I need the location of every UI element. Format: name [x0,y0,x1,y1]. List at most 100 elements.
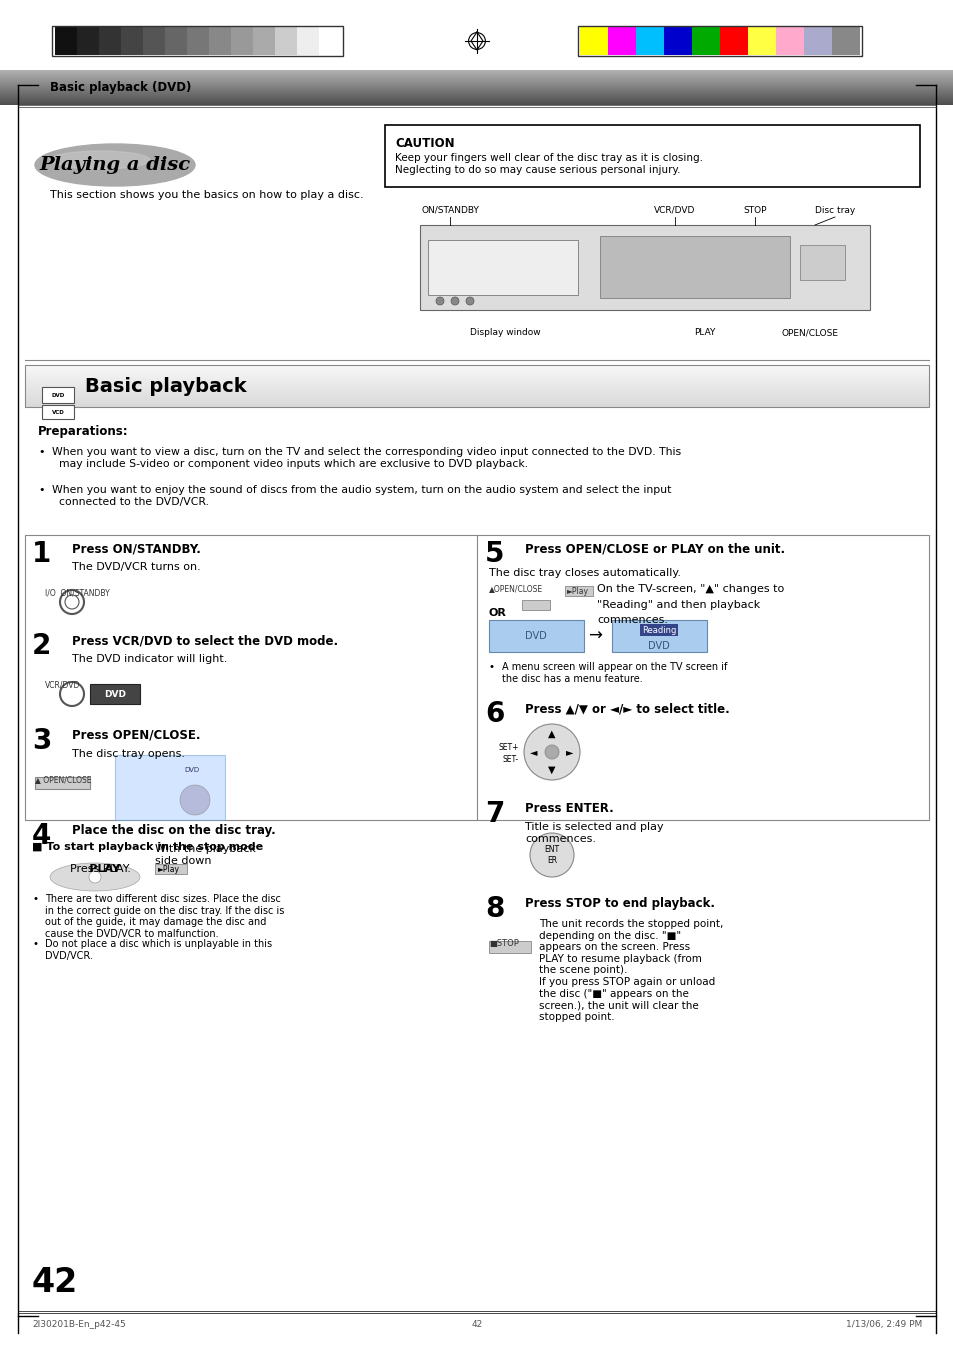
Text: 1/13/06, 2:49 PM: 1/13/06, 2:49 PM [845,1320,921,1329]
Text: •: • [32,939,38,948]
Bar [42,405,74,419]
Text: commences.: commences. [597,615,667,626]
Text: ▼: ▼ [548,765,556,775]
Bar [612,620,706,653]
FancyBboxPatch shape [55,27,77,55]
Bar [800,245,844,280]
Text: Reading: Reading [641,626,676,635]
Text: CAUTION: CAUTION [395,136,455,150]
Ellipse shape [50,863,140,892]
Text: A menu screen will appear on the TV screen if
the disc has a menu feature.: A menu screen will appear on the TV scre… [501,662,726,684]
Text: SET-: SET- [502,755,518,765]
Text: DVD: DVD [524,631,546,640]
Text: Keep your fingers well clear of the disc tray as it is closing.
Neglecting to do: Keep your fingers well clear of the disc… [395,153,702,174]
Text: The DVD indicator will light.: The DVD indicator will light. [71,654,227,663]
Text: ■STOP: ■STOP [489,939,518,948]
Bar [25,365,928,407]
Text: OR: OR [489,608,506,617]
Text: I/O  ON/STANDBY: I/O ON/STANDBY [45,588,110,597]
Text: Press ON/STANDBY.: Press ON/STANDBY. [71,542,201,555]
Text: ON/STANDBY: ON/STANDBY [420,205,478,215]
Text: ■ To start playback in the stop mode: ■ To start playback in the stop mode [32,842,263,852]
FancyBboxPatch shape [636,27,663,55]
FancyBboxPatch shape [99,27,121,55]
FancyBboxPatch shape [274,27,296,55]
FancyBboxPatch shape [77,27,99,55]
Circle shape [436,297,443,305]
Text: The disc tray opens.: The disc tray opens. [71,748,185,759]
Text: Press OPEN/CLOSE.: Press OPEN/CLOSE. [71,730,200,742]
Text: STOP: STOP [742,205,766,215]
Bar [599,236,789,299]
Text: 1: 1 [32,540,51,567]
Text: OPEN/CLOSE: OPEN/CLOSE [781,328,838,336]
Text: VCR/DVD: VCR/DVD [654,205,695,215]
FancyBboxPatch shape [775,27,803,55]
Bar [578,26,862,55]
Bar [564,586,593,596]
Text: ▲ OPEN/CLOSE: ▲ OPEN/CLOSE [35,775,91,784]
Text: When you want to view a disc, turn on the TV and select the corresponding video : When you want to view a disc, turn on th… [52,447,680,469]
Text: VCR/DVD: VCR/DVD [45,680,80,689]
Text: ▲OPEN/CLOSE: ▲OPEN/CLOSE [489,584,542,593]
FancyBboxPatch shape [831,27,859,55]
Text: The disc tray closes automatically.: The disc tray closes automatically. [489,567,680,578]
FancyBboxPatch shape [607,27,636,55]
Text: Place the disc on the disc tray.: Place the disc on the disc tray. [71,824,275,838]
Text: Basic playback: Basic playback [85,377,247,396]
Text: •: • [38,485,45,494]
Text: ►Play: ►Play [158,865,180,874]
Text: Disc tray: Disc tray [814,205,854,215]
Text: DVD: DVD [104,689,126,698]
Text: 8: 8 [484,894,504,923]
Bar [115,755,225,820]
Bar [489,620,583,653]
Text: When you want to enjoy the sound of discs from the audio system, turn on the aud: When you want to enjoy the sound of disc… [52,485,671,507]
FancyBboxPatch shape [231,27,253,55]
FancyBboxPatch shape [121,27,143,55]
Circle shape [89,871,101,884]
Text: 6: 6 [484,700,504,728]
FancyBboxPatch shape [803,27,831,55]
Bar [25,535,928,820]
Text: "Reading" and then playback: "Reading" and then playback [597,600,760,611]
FancyBboxPatch shape [720,27,747,55]
Text: This section shows you the basics on how to play a disc.: This section shows you the basics on how… [50,190,363,200]
Bar [385,126,919,186]
FancyBboxPatch shape [663,27,691,55]
Text: If you press STOP again or unload
the disc ("■" appears on the
screen.), the uni: If you press STOP again or unload the di… [538,977,715,1021]
Text: Title is selected and play
commences.: Title is selected and play commences. [524,821,663,843]
FancyBboxPatch shape [318,27,340,55]
Text: ►Play: ►Play [566,588,588,597]
Bar [90,684,140,704]
Text: 4: 4 [32,821,51,850]
Text: DVD: DVD [51,393,65,397]
FancyBboxPatch shape [579,27,607,55]
Text: DVD: DVD [184,767,199,773]
Bar [489,942,531,952]
FancyBboxPatch shape [209,27,231,55]
FancyBboxPatch shape [253,27,274,55]
Ellipse shape [50,151,150,169]
Text: Press ▲/▼ or ◄/► to select title.: Press ▲/▼ or ◄/► to select title. [524,703,729,715]
Text: PLAY: PLAY [694,328,715,336]
Text: Press VCR/DVD to select the DVD mode.: Press VCR/DVD to select the DVD mode. [71,634,337,647]
Text: Do not place a disc which is unplayable in this
DVD/VCR.: Do not place a disc which is unplayable … [45,939,272,961]
Text: ENT
ER: ENT ER [544,846,559,865]
Text: VCD: VCD [51,409,64,415]
Bar [35,777,90,789]
Text: With the playback
side down: With the playback side down [154,844,255,866]
FancyBboxPatch shape [187,27,209,55]
Circle shape [180,785,210,815]
Text: The unit records the stopped point,
depending on the disc. "■"
appears on the sc: The unit records the stopped point, depe… [538,919,722,975]
FancyBboxPatch shape [165,27,187,55]
Text: PLAY: PLAY [70,865,120,874]
FancyBboxPatch shape [691,27,720,55]
Bar [419,226,869,309]
Text: 3: 3 [32,727,51,755]
Text: •: • [38,447,45,457]
Text: On the TV-screen, "▲" changes to: On the TV-screen, "▲" changes to [597,584,783,594]
FancyBboxPatch shape [747,27,775,55]
Text: Press STOP to end playback.: Press STOP to end playback. [524,897,714,911]
Text: Playing a disc: Playing a disc [39,155,191,174]
